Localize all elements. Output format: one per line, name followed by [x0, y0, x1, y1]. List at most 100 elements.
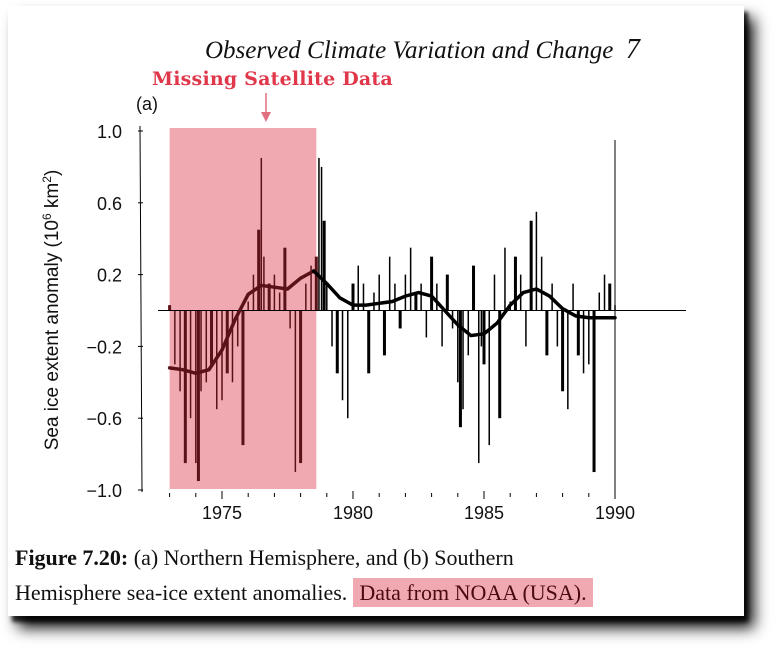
anomaly-bar: [441, 310, 443, 347]
anomaly-bar: [519, 274, 522, 311]
anomaly-bar: [195, 310, 197, 464]
anomaly-bar: [257, 229, 261, 311]
anomaly-bar: [409, 247, 412, 311]
figure-label: Figure 7.20:: [15, 545, 129, 570]
anomaly-bar: [210, 310, 214, 365]
anomaly-bar: [567, 310, 569, 410]
anomaly-bar: [351, 283, 355, 311]
x-tick-label: 1985: [464, 503, 504, 523]
anomaly-bar: [457, 310, 459, 383]
anomaly-bar: [478, 310, 480, 464]
anomaly-bar: [404, 274, 407, 311]
y-tick-label: 0.2: [97, 266, 122, 286]
anomaly-bar: [576, 310, 580, 356]
anomaly-bar: [582, 310, 585, 374]
y-axis-label: Sea ice extent anomaly (106 km2): [40, 170, 63, 451]
running-title: Observed Climate Variation and Change: [205, 37, 614, 64]
anomaly-bar: [205, 310, 208, 383]
anomaly-bar: [472, 265, 476, 311]
x-tick-label: 1980: [333, 503, 373, 523]
anomaly-bar: [540, 256, 543, 311]
caption-line-2: Hemisphere sea-ice extent anomalies. Data…: [15, 578, 593, 607]
anomaly-bar: [189, 310, 192, 419]
anomaly-bar: [179, 310, 181, 392]
anomaly-bar: [347, 310, 349, 419]
anomaly-bar: [414, 292, 418, 311]
anomaly-bar: [263, 256, 265, 311]
anomaly-bar: [196, 310, 200, 482]
caption-line-1: Figure 7.20: (a) Northern Hemisphere, an…: [15, 545, 514, 571]
x-tick-label: 1975: [202, 503, 242, 523]
anomaly-bar: [294, 310, 297, 473]
anomaly-bar: [183, 310, 187, 464]
anomaly-bar: [529, 220, 533, 311]
anomaly-bar: [545, 310, 549, 356]
anomaly-bar: [200, 310, 202, 392]
anomaly-bar: [231, 310, 234, 383]
anomaly-bar: [398, 310, 402, 329]
anomaly-bar: [445, 274, 449, 311]
anomaly-bar: [436, 283, 438, 311]
anomaly-bar: [221, 310, 223, 401]
anomaly-bar: [488, 310, 490, 446]
x-tick-label: 1990: [595, 503, 635, 523]
anomaly-bar: [598, 292, 601, 311]
anomaly-bar: [504, 247, 506, 311]
anomaly-bar: [283, 247, 287, 311]
anomaly-bar: [493, 274, 496, 311]
anomaly-bar: [357, 265, 359, 311]
anomaly-bar: [278, 292, 281, 311]
anomaly-bar: [388, 256, 391, 311]
anomaly-bar: [480, 310, 483, 347]
anomaly-bar: [425, 310, 428, 338]
anomaly-bar: [394, 283, 396, 311]
anomaly-bar: [535, 211, 538, 311]
anomaly-bar: [561, 310, 565, 392]
y-tick-label: −0.6: [86, 409, 122, 429]
smoothed-curve-line-highlighted: [167, 269, 316, 376]
page-number: 7: [625, 34, 640, 65]
anomaly-bar: [378, 274, 380, 311]
anomaly-bar: [314, 256, 318, 311]
anomaly-bar: [289, 310, 291, 329]
anomaly-bar: [273, 274, 276, 311]
y-tick-label: −0.2: [86, 337, 122, 357]
anomaly-bar: [362, 283, 365, 311]
anomaly-bar: [236, 310, 239, 347]
anomaly-bar: [322, 220, 326, 311]
anomaly-bar: [608, 283, 612, 311]
y-axis: [139, 125, 143, 493]
anomaly-bar: [326, 283, 328, 311]
anomaly-bar: [299, 310, 303, 464]
panel-label: (a): [136, 94, 158, 114]
anomaly-bar: [382, 310, 386, 356]
anomaly-bar: [462, 310, 464, 410]
anomaly-bar: [260, 157, 263, 311]
anomaly-bar: [603, 274, 606, 311]
anomaly-bar: [320, 166, 323, 311]
data-source-highlight: Data from NOAA (USA).: [353, 578, 593, 607]
caption-text-1: (a) Northern Hemisphere, and (b) Souther…: [133, 545, 514, 570]
anomaly-bar: [498, 310, 502, 419]
anomaly-bar: [318, 157, 320, 311]
y-tick-label: 1.0: [97, 122, 122, 142]
anomaly-bar: [367, 310, 371, 374]
anomaly-bar: [335, 310, 339, 374]
anomaly-bar: [341, 310, 344, 401]
anomaly-bar: [525, 310, 527, 347]
anomaly-bar: [556, 310, 559, 347]
running-header: Observed Climate Variation and Change 7: [205, 34, 640, 66]
missing-data-annotation: Missing Satellite Data: [152, 68, 393, 90]
anomaly-bar: [310, 265, 312, 311]
anomaly-bar: [588, 310, 590, 365]
anomaly-bar: [513, 256, 517, 311]
y-tick-label: 0.6: [97, 194, 122, 214]
anomaly-bar: [592, 310, 596, 473]
anomaly-bar: [331, 310, 333, 347]
anomaly-bar: [420, 283, 422, 311]
y-tick-label: −1.0: [86, 481, 122, 501]
anomaly-bar: [247, 301, 249, 311]
smoothed-curve-line: [311, 269, 617, 338]
anomaly-bar: [305, 283, 307, 311]
